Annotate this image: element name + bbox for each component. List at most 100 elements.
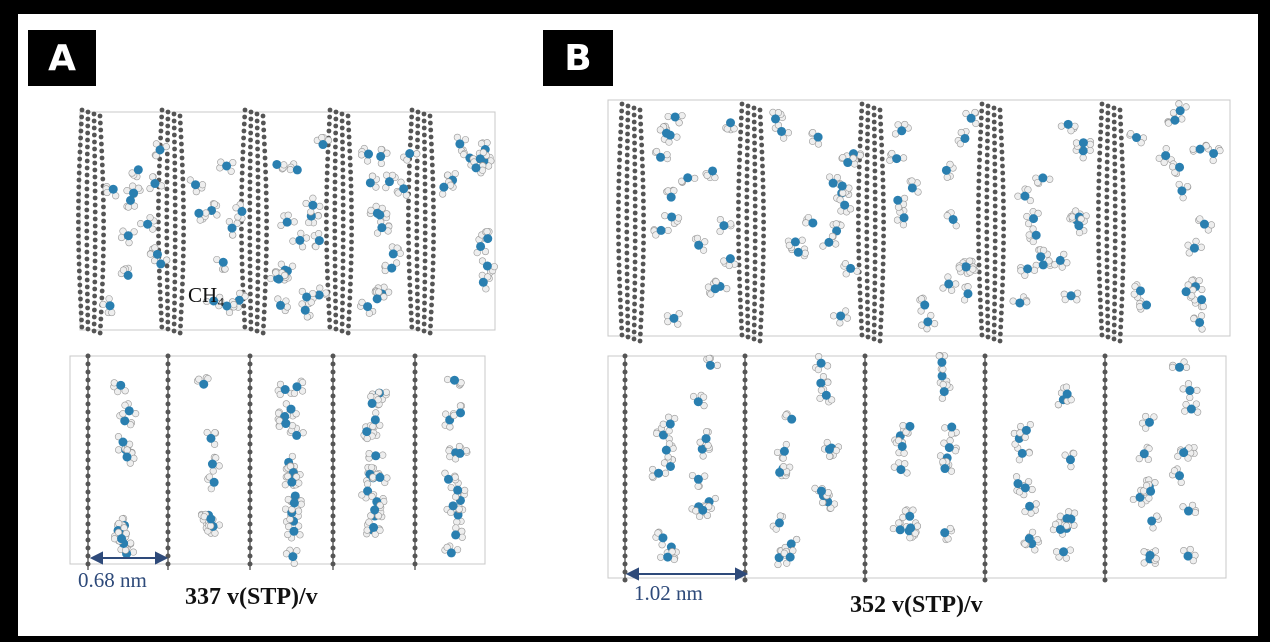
carbon-atom	[880, 283, 885, 288]
carbon-atom	[744, 244, 749, 249]
carbon-atom	[409, 129, 414, 134]
carbon-atom	[624, 202, 629, 207]
carbon-atom	[264, 268, 269, 273]
carbon-atom	[1056, 256, 1065, 265]
carbon-atom	[744, 216, 749, 221]
carbon-atom	[156, 199, 161, 204]
carbon-atom	[455, 449, 464, 458]
carbon-atom	[414, 194, 419, 199]
carbon-atom	[623, 394, 628, 399]
carbon-atom	[623, 474, 628, 479]
carbon-atom	[872, 113, 877, 118]
carbon-atom	[1103, 386, 1108, 391]
carbon-atom	[817, 359, 826, 368]
carbon-atom	[694, 397, 703, 406]
carbon-atom	[263, 156, 268, 161]
carbon-atom	[166, 562, 171, 567]
hydrogen-atom	[310, 195, 317, 202]
carbon-atom	[865, 118, 870, 123]
carbon-atom	[623, 434, 628, 439]
carbon-atom	[369, 523, 378, 532]
carbon-atom	[858, 137, 863, 142]
carbon-atom	[739, 319, 744, 324]
carbon-atom	[1187, 405, 1196, 414]
carbon-atom	[745, 167, 750, 172]
carbon-atom	[262, 303, 267, 308]
carbon-atom	[331, 426, 336, 431]
carbon-atom	[771, 114, 780, 123]
carbon-atom	[415, 124, 420, 129]
hydrogen-atom	[1026, 232, 1033, 239]
carbon-atom	[255, 308, 260, 313]
carbon-atom	[881, 269, 886, 274]
carbon-atom	[758, 339, 763, 344]
carbon-atom	[942, 166, 951, 175]
carbon-atom	[632, 127, 637, 132]
carbon-atom	[410, 108, 415, 113]
carbon-atom	[98, 317, 103, 322]
carbon-atom	[324, 206, 329, 211]
carbon-atom	[406, 206, 411, 211]
carbon-atom	[340, 140, 345, 145]
carbon-atom	[624, 216, 629, 221]
carbon-atom	[985, 279, 990, 284]
carbon-atom	[428, 114, 433, 119]
carbon-atom	[859, 123, 864, 128]
carbon-atom	[101, 240, 106, 245]
carbon-atom	[248, 506, 253, 511]
carbon-atom	[86, 458, 91, 463]
carbon-atom	[1121, 255, 1126, 260]
carbon-atom	[1103, 434, 1108, 439]
carbon-atom	[633, 225, 638, 230]
carbon-atom	[743, 450, 748, 455]
hydrogen-atom	[1138, 501, 1145, 508]
carbon-atom	[78, 136, 83, 141]
carbon-atom	[761, 248, 766, 253]
carbon-atom	[993, 253, 998, 258]
carbon-atom	[173, 182, 178, 187]
carbon-atom	[663, 553, 672, 562]
carbon-atom	[739, 116, 744, 121]
carbon-atom	[960, 134, 969, 143]
carbon-atom	[340, 315, 345, 320]
carbon-atom	[248, 458, 253, 463]
hydrogen-atom	[100, 301, 107, 308]
carbon-atom	[422, 280, 427, 285]
carbon-atom	[1179, 448, 1188, 457]
carbon-atom	[616, 207, 621, 212]
carbon-atom	[1103, 378, 1108, 383]
carbon-atom	[324, 213, 329, 218]
hydrogen-atom	[666, 139, 673, 146]
carbon-atom	[863, 458, 868, 463]
carbon-atom	[180, 275, 185, 280]
carbon-atom	[85, 299, 90, 304]
carbon-atom	[413, 394, 418, 399]
carbon-atom	[640, 157, 645, 162]
hydrogen-atom	[1194, 387, 1201, 394]
carbon-atom	[348, 282, 353, 287]
carbon-atom	[752, 337, 757, 342]
carbon-atom	[164, 215, 169, 220]
carbon-atom	[341, 196, 346, 201]
carbon-atom	[181, 184, 186, 189]
carbon-atom	[977, 151, 982, 156]
carbon-atom	[406, 213, 411, 218]
carbon-atom	[625, 118, 630, 123]
carbon-atom	[86, 554, 91, 559]
carbon-atom	[370, 505, 379, 514]
carbon-atom	[428, 128, 433, 133]
carbon-atom	[483, 234, 492, 243]
carbon-atom	[623, 450, 628, 455]
carbon-atom	[1096, 186, 1101, 191]
carbon-atom	[880, 157, 885, 162]
hydrogen-atom	[1028, 510, 1035, 517]
carbon-atom	[77, 269, 82, 274]
carbon-atom	[745, 125, 750, 130]
carbon-atom	[1000, 297, 1005, 302]
carbon-atom	[865, 265, 870, 270]
hydrogen-atom	[457, 403, 464, 410]
carbon-atom	[423, 203, 428, 208]
carbon-atom	[984, 244, 989, 249]
carbon-atom	[633, 197, 638, 202]
carbon-atom	[248, 271, 253, 276]
